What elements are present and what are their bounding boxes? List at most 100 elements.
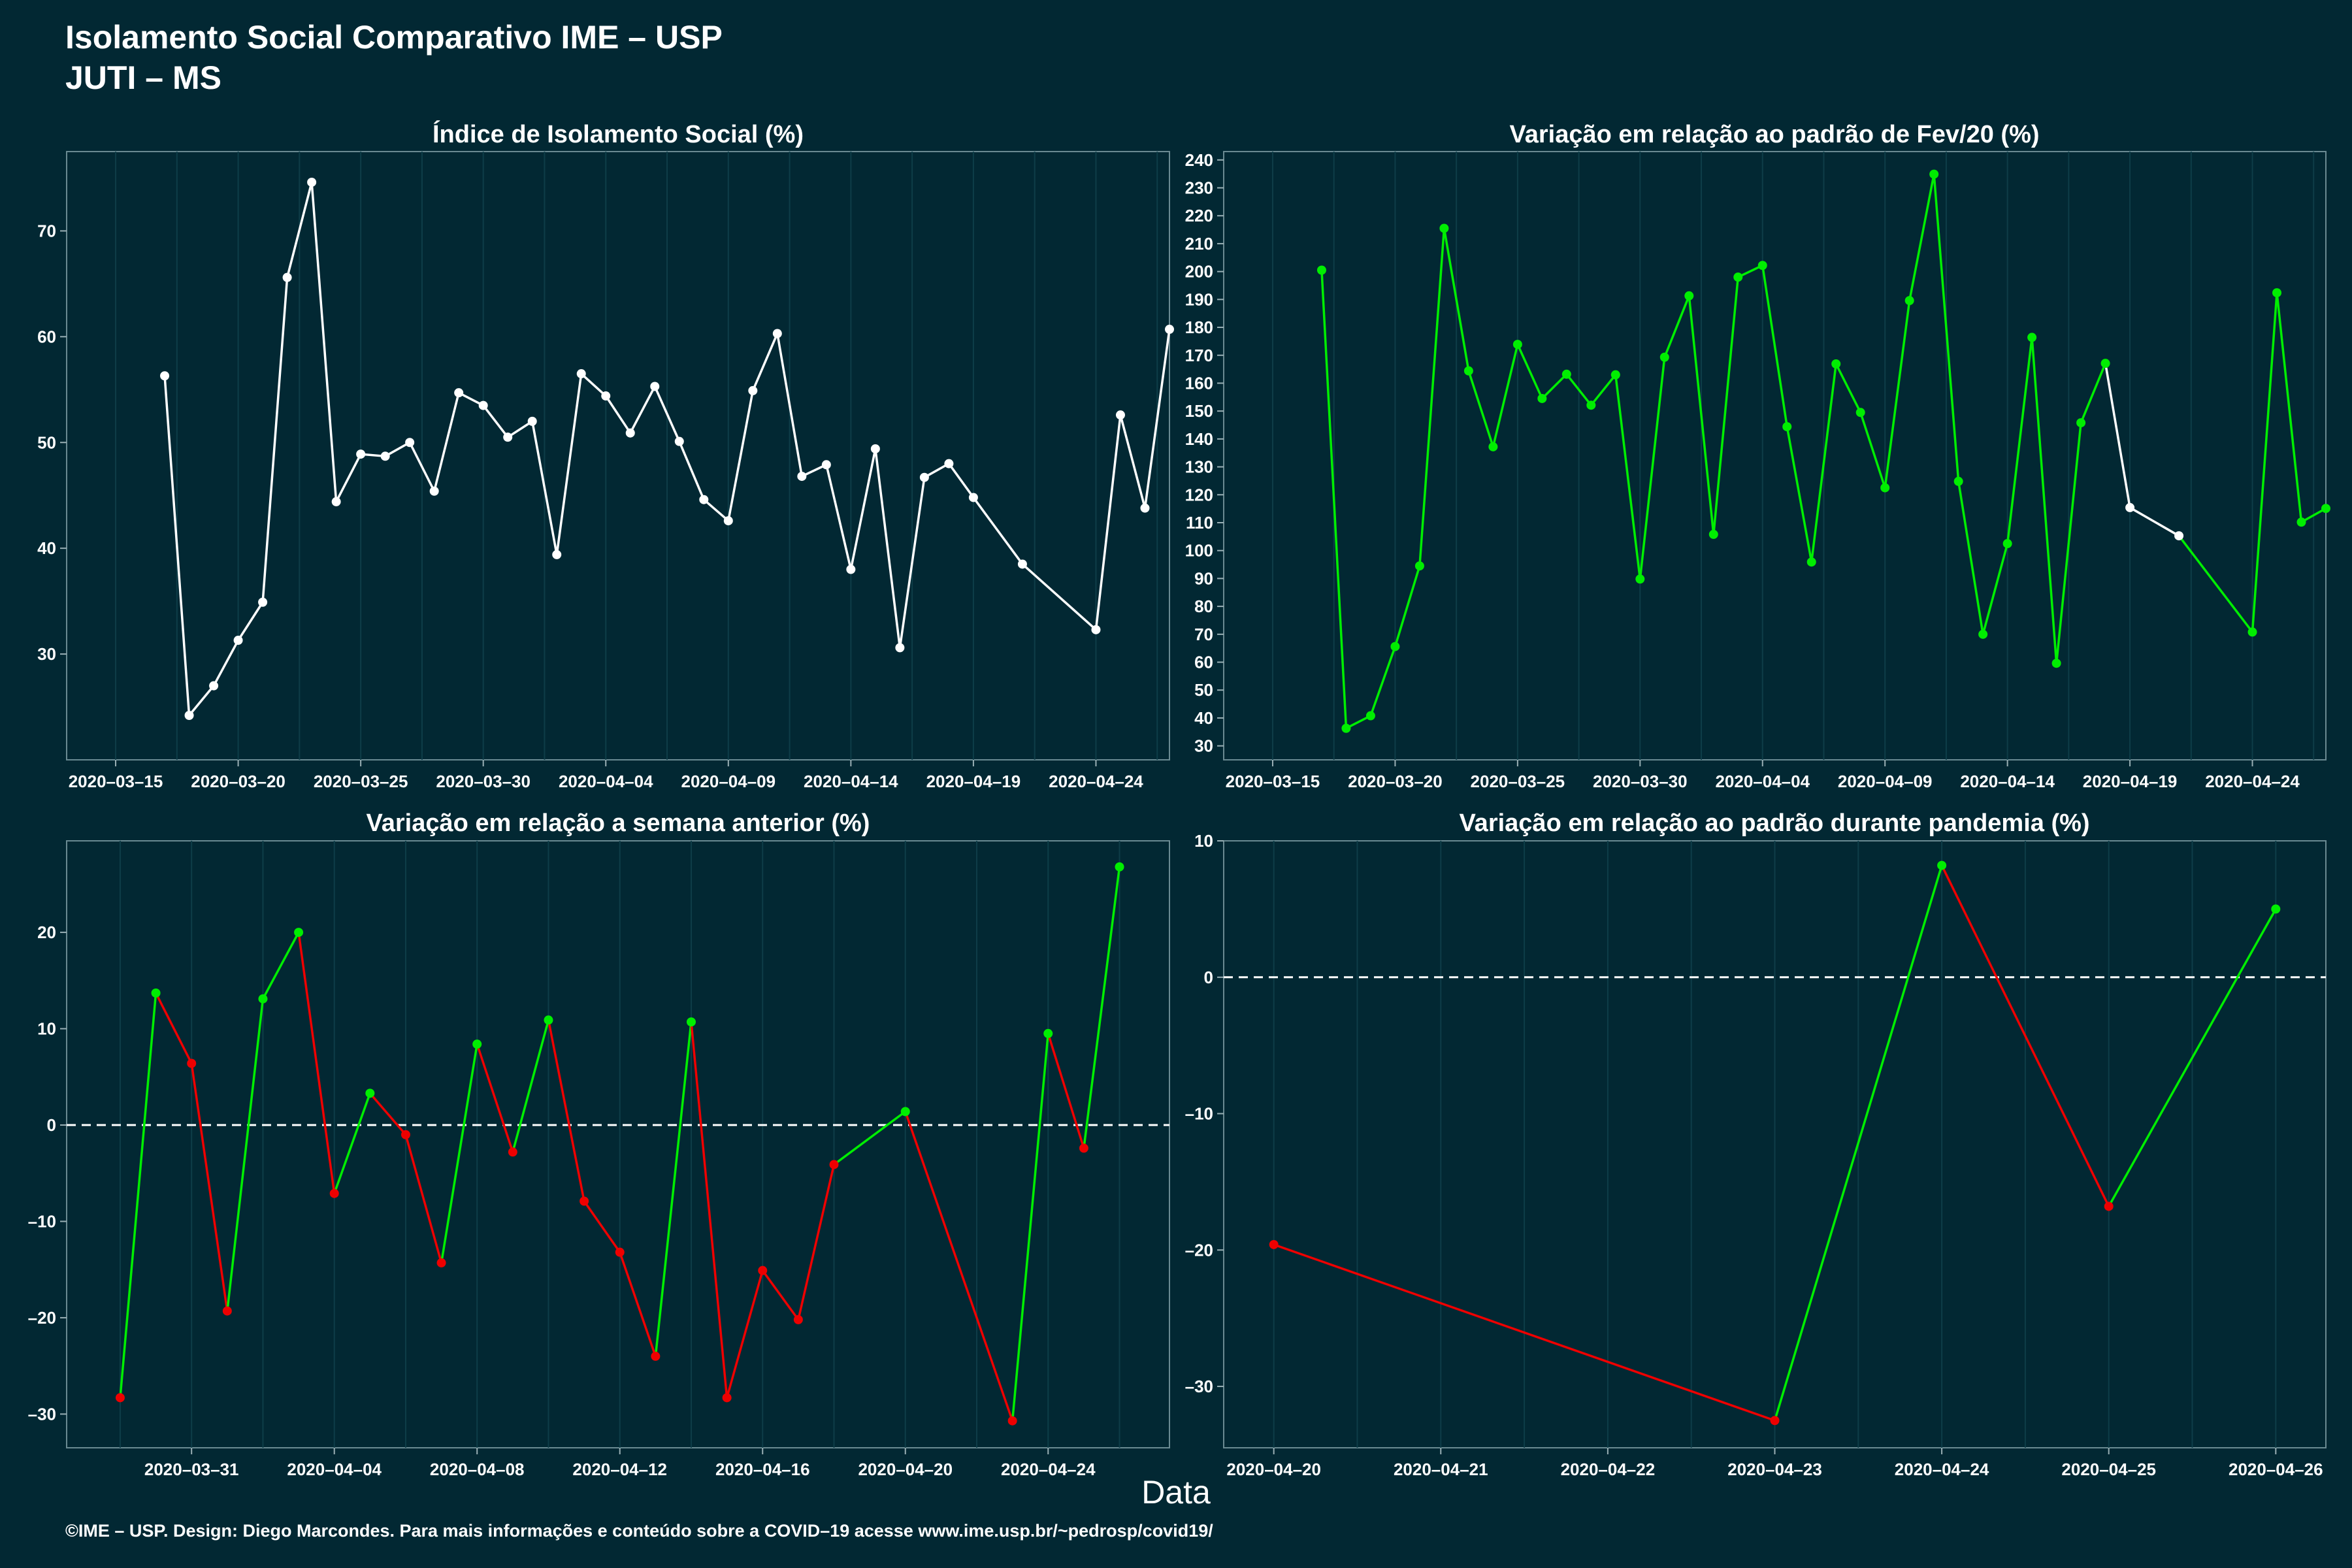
series-segment [1273,1243,1776,1422]
data-point [674,436,684,446]
x-tick-label: 2020–04–14 [1960,772,2055,791]
series-segment [1320,270,1348,728]
y-tick-label: 50 [1194,680,1213,700]
series-segment [703,498,729,522]
data-point [380,451,390,461]
y-tick-label: 10 [1194,831,1213,851]
series-segment [1614,374,1642,580]
series-segment [654,1022,693,1357]
data-point [1512,340,1522,350]
x-tick-label: 2020–04–04 [1715,772,1810,791]
series-segment [190,1063,229,1311]
series-segment [1418,228,1446,566]
y-tick-label: 140 [1185,429,1213,449]
series-segment [1047,1033,1085,1149]
series-segment [1565,373,1592,406]
data-point [1929,169,1939,179]
series-segment [619,1252,657,1357]
series-segment [924,463,950,479]
series-segment [898,477,926,648]
x-tick-label: 2020–04–21 [1394,1460,1488,1479]
data-point [1017,559,1027,569]
data-point [846,564,856,574]
data-point [1610,370,1620,380]
series-segment [947,463,975,498]
series-segment [1982,543,2009,635]
panel-title: Índice de Isolamento Social (%) [433,120,804,148]
data-point [723,516,733,526]
series-segment [2055,422,2082,664]
x-tick-label: 2020–03–15 [69,772,163,791]
data-point [436,1258,446,1267]
series-segment [310,182,338,502]
data-point [233,636,243,645]
panel-frame [66,840,1170,1448]
data-point [699,495,709,504]
data-point [1806,557,1816,567]
series-segment [188,685,215,717]
data-point [1316,265,1326,275]
series-segment [678,440,705,500]
y-tick-label: 100 [1185,541,1213,561]
series-segment [1119,414,1147,509]
series-segment [297,932,336,1194]
x-tick-label: 2020–04–23 [1727,1460,1822,1479]
series-segment [2129,506,2180,537]
series-segment [2178,535,2253,633]
x-tick-label: 2020–04–24 [1001,1460,1096,1479]
y-tick-label: 210 [1185,234,1213,253]
data-point [2321,504,2330,514]
data-point [365,1088,375,1098]
footer-caption: ©IME – USP. Design: Diego Marcondes. Par… [65,1521,1213,1541]
data-point [209,681,219,691]
series-segment [1369,646,1397,717]
data-point [1586,400,1596,410]
x-tick-label: 2020–04–04 [287,1460,382,1479]
series-segment [1859,412,1886,489]
y-tick-label: 20 [37,923,56,942]
data-point [1880,483,1890,493]
series-segment [555,373,583,555]
series-segment [1443,228,1470,371]
data-point [829,1160,839,1169]
data-point [772,329,782,338]
data-point [1684,291,1694,301]
x-tick-label: 2020–04–12 [572,1460,667,1479]
series-segment [849,448,877,570]
data-point [968,493,978,502]
series-segment [690,1022,728,1398]
series-segment [1516,344,1543,399]
data-point [2100,359,2110,368]
series-segment [404,1134,443,1264]
data-point [1904,296,1914,306]
page-title: Isolamento Social Comparativo IME – USP [65,19,723,56]
series-segment [776,333,804,477]
y-tick-label: 50 [37,433,56,452]
series-segment [1786,426,1813,563]
data-point [331,497,341,506]
data-point [282,272,292,282]
data-point [2104,1201,2114,1211]
series-segment [874,448,902,648]
x-tick-label: 2020–04–19 [2083,772,2178,791]
data-point [184,710,194,720]
series-segment [1773,865,1943,1421]
x-tick-label: 2020–03–25 [1471,772,1565,791]
series-segment [1810,363,1837,563]
series-segment [237,601,264,641]
y-tick-label: 150 [1185,401,1213,421]
y-tick-label: –20 [28,1308,56,1328]
data-point [258,597,268,607]
series-segment [833,1110,906,1166]
data-point [625,428,635,438]
series-segment [408,442,436,492]
data-point [1043,1028,1053,1038]
y-tick-label: 160 [1185,373,1213,393]
series-segment [761,1269,800,1320]
data-point [2076,418,2086,428]
data-point [2296,517,2306,527]
panel-frame [66,151,1170,760]
y-tick-label: 180 [1185,318,1213,337]
series-segment [2108,908,2277,1207]
y-tick-label: –30 [28,1404,56,1424]
